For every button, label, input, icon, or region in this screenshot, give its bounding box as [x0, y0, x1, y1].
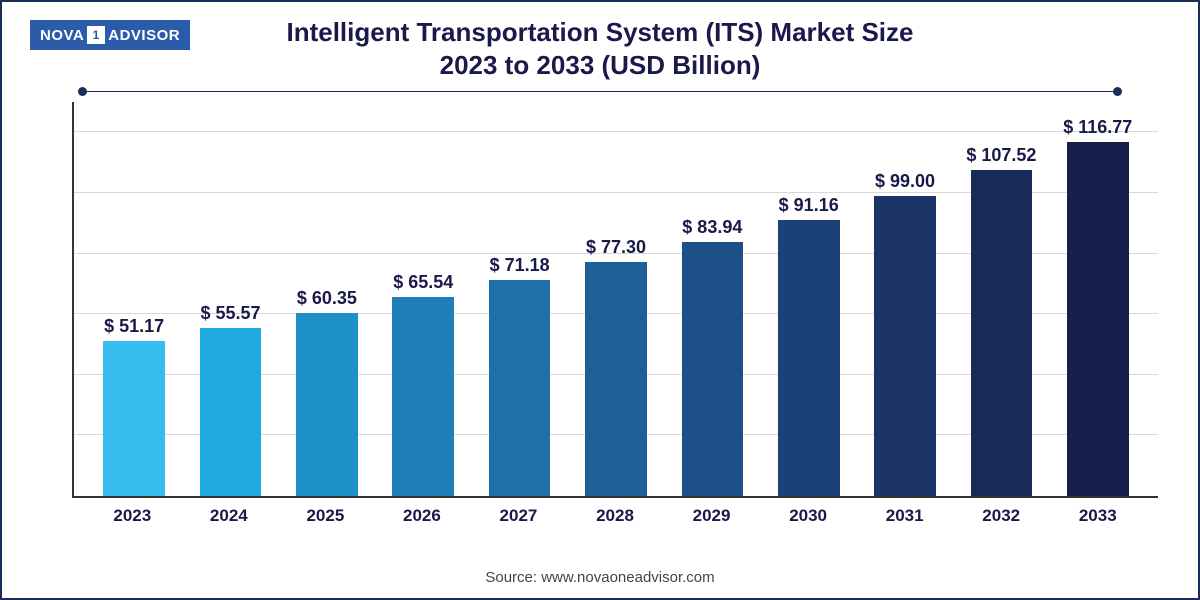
bar-value-label: $ 71.18 — [490, 255, 550, 276]
brand-logo: NOVA 1 ADVISOR — [30, 20, 190, 50]
bar-value-label: $ 116.77 — [1063, 117, 1132, 138]
bar-value-label: $ 99.00 — [875, 171, 935, 192]
bar — [778, 220, 840, 496]
bar-slot: $ 91.16 — [761, 102, 857, 496]
title-line-2: 2023 to 2033 (USD Billion) — [2, 49, 1198, 82]
x-axis-label: 2028 — [567, 502, 664, 528]
plot-area: $ 51.17 $ 55.57 $ 60.35 $ 65.54 $ 71.18 $ 77.… — [72, 102, 1158, 498]
bar-slot: $ 60.35 — [279, 102, 375, 496]
bar — [971, 170, 1033, 496]
bars-container: $ 51.17 $ 55.57 $ 60.35 $ 65.54 $ 71.18 $ 77.… — [74, 102, 1158, 496]
x-axis-label: 2027 — [470, 502, 567, 528]
x-axis-label: 2025 — [277, 502, 374, 528]
logo-box-icon: 1 — [87, 26, 105, 44]
x-axis-label: 2024 — [181, 502, 278, 528]
x-axis-label: 2031 — [856, 502, 953, 528]
bar — [296, 313, 358, 496]
bar-slot: $ 55.57 — [182, 102, 278, 496]
bar-value-label: $ 60.35 — [297, 288, 357, 309]
logo-text-1: NOVA — [40, 27, 84, 44]
bar-slot: $ 116.77 — [1050, 102, 1146, 496]
bar-slot: $ 77.30 — [568, 102, 664, 496]
bar — [200, 328, 262, 496]
x-axis-label: 2030 — [760, 502, 857, 528]
source-text: Source: www.novaoneadvisor.com — [2, 569, 1198, 586]
bar — [585, 262, 647, 496]
bar-slot: $ 65.54 — [375, 102, 471, 496]
bar-slot: $ 99.00 — [857, 102, 953, 496]
bar — [489, 280, 551, 496]
bar — [392, 297, 454, 496]
bar-value-label: $ 77.30 — [586, 237, 646, 258]
bar-slot: $ 71.18 — [471, 102, 567, 496]
bar-value-label: $ 91.16 — [779, 195, 839, 216]
x-axis-label: 2033 — [1049, 502, 1146, 528]
bar — [103, 341, 165, 496]
x-axis-label: 2029 — [663, 502, 760, 528]
title-underline — [82, 87, 1118, 97]
bar-value-label: $ 107.52 — [966, 145, 1036, 166]
bar-chart: $ 51.17 $ 55.57 $ 60.35 $ 65.54 $ 71.18 $ 77.… — [72, 102, 1158, 528]
bar-slot: $ 51.17 — [86, 102, 182, 496]
bar-value-label: $ 83.94 — [682, 217, 742, 238]
bar-slot: $ 107.52 — [953, 102, 1049, 496]
bar-value-label: $ 55.57 — [201, 303, 261, 324]
bar-slot: $ 83.94 — [664, 102, 760, 496]
bar — [874, 196, 936, 496]
bar — [1067, 142, 1129, 496]
bar-value-label: $ 65.54 — [393, 272, 453, 293]
x-axis-label: 2023 — [84, 502, 181, 528]
x-axis-label: 2026 — [374, 502, 471, 528]
bar-value-label: $ 51.17 — [104, 316, 164, 337]
x-axis-labels: 2023202420252026202720282029203020312032… — [72, 502, 1158, 528]
logo-text-2: ADVISOR — [108, 27, 180, 44]
bar — [682, 242, 744, 496]
x-axis-label: 2032 — [953, 502, 1050, 528]
